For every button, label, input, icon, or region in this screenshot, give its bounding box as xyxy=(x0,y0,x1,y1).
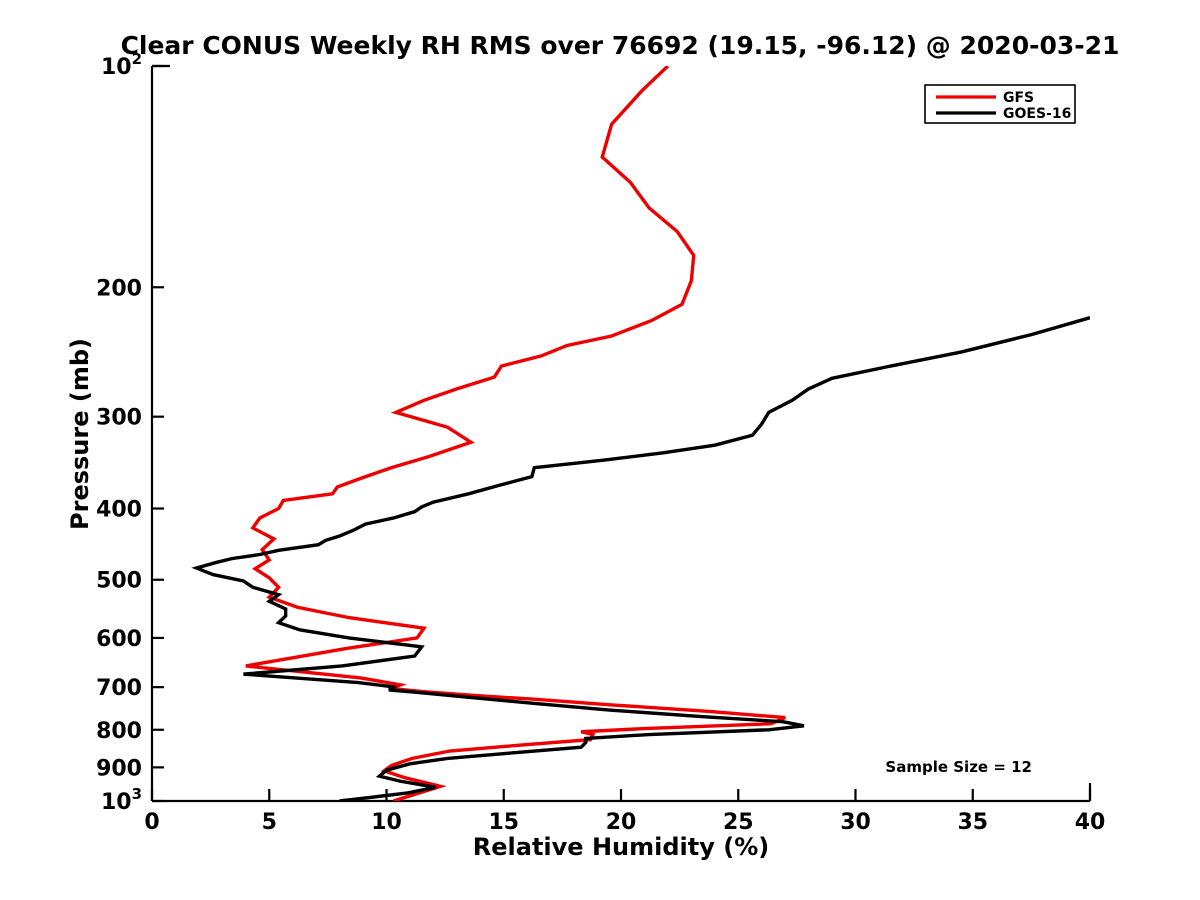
data-series-group xyxy=(191,66,1090,801)
y-axis-ticks xyxy=(152,64,164,803)
x-axis-label: Relative Humidity (%) xyxy=(473,833,769,861)
series-line-gfs xyxy=(245,66,786,801)
x-tick-label: 20 xyxy=(606,810,637,835)
y-tick-label: 400 xyxy=(96,498,142,523)
legend-label-gfs: GFS xyxy=(1003,90,1034,106)
y-tick-label: 900 xyxy=(96,756,142,781)
x-tick-label: 15 xyxy=(488,810,519,835)
y-tick-label: 200 xyxy=(96,276,142,301)
y-tick-label: 600 xyxy=(96,627,142,652)
y-tick-label: 103 xyxy=(101,785,142,815)
x-tick-label: 0 xyxy=(144,810,159,835)
y-axis-tick-labels: 102 200 300 400 500 600 700 800 900 103 xyxy=(96,50,142,815)
x-tick-label: 30 xyxy=(840,810,871,835)
y-axis-label: Pressure (mb) xyxy=(66,338,94,530)
x-tick-label: 35 xyxy=(957,810,988,835)
x-tick-label: 40 xyxy=(1075,810,1106,835)
x-axis-tick-labels: 0 5 10 15 20 25 30 35 40 xyxy=(144,810,1105,835)
x-tick-label: 5 xyxy=(262,810,277,835)
legend-box xyxy=(924,84,1076,124)
x-axis-ticks xyxy=(150,789,1092,801)
series-line-goes-16 xyxy=(191,316,1090,801)
page-title: Clear CONUS Weekly RH RMS over 76692 (19… xyxy=(121,31,1120,60)
sample-size-annotation: Sample Size = 12 xyxy=(885,758,1032,776)
y-tick-label: 800 xyxy=(96,719,142,744)
y-tick-label: 300 xyxy=(96,406,142,431)
legend-label-goes16: GOES-16 xyxy=(1003,106,1071,122)
x-tick-label: 25 xyxy=(723,810,754,835)
y-tick-label: 700 xyxy=(96,676,142,701)
x-tick-label: 10 xyxy=(371,810,402,835)
y-tick-label: 500 xyxy=(96,569,142,594)
y-tick-label: 102 xyxy=(101,50,142,80)
legend: GFS GOES-16 xyxy=(924,84,1076,124)
